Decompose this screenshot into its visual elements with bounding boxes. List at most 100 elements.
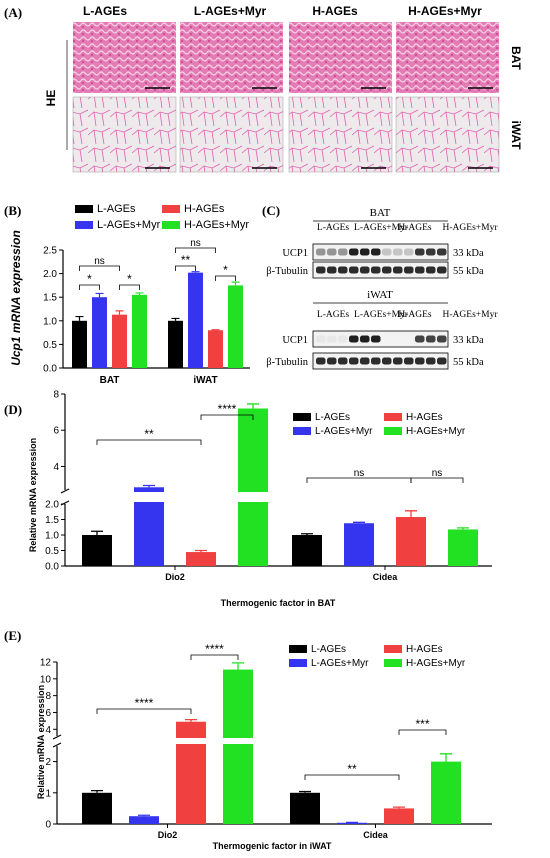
error-bar	[457, 527, 469, 530]
blot-band	[338, 357, 348, 365]
legend-swatch-l-ages	[293, 413, 311, 421]
blot-lane-label-h-ages-myr: H-AGEs+Myr	[443, 223, 499, 233]
panel-d-y-axis-label: Relative mRNA expression	[28, 438, 38, 552]
blot-band	[437, 357, 447, 365]
blot-band	[360, 266, 370, 274]
significance-label: ns	[432, 468, 443, 479]
he-stain-label: HE	[44, 90, 58, 107]
bar-l-ages-bat	[72, 320, 87, 368]
legend-label-l-ages-myr: L-AGEs+Myr	[311, 658, 369, 669]
bar-l-ages-myr-cidea	[344, 523, 374, 566]
error-bar	[301, 533, 313, 535]
blot-band	[415, 266, 425, 274]
error-bar	[393, 806, 405, 809]
bar-h-ages-cidea	[384, 808, 414, 824]
blot-band	[349, 335, 359, 343]
legend-label-h-ages-myr: H-AGEs+Myr	[184, 219, 249, 231]
he-image-iwat-h-ages	[288, 96, 393, 173]
blot-band	[327, 248, 337, 256]
he-image-bat-l-ages	[73, 22, 176, 93]
x-tick-label-cidea: Cidea	[363, 830, 389, 840]
error-bar	[135, 292, 144, 295]
panel-d-x-axis-label: Thermogenic factor in BAT	[221, 598, 336, 608]
blot-band	[349, 266, 359, 274]
significance-bracket	[79, 284, 100, 290]
legend-swatch-h-ages	[384, 413, 402, 421]
legend-label-h-ages-myr: H-AGEs+Myr	[406, 658, 466, 669]
blot-band	[349, 248, 359, 256]
error-bar	[91, 789, 103, 793]
he-row-iwat: iWAT	[509, 120, 523, 150]
blot-size-label: 33 kDa	[453, 248, 484, 259]
legend-swatch-h-ages	[162, 205, 180, 213]
panel-d-legend: L-AGEs L-AGEs+Myr H-AGEs H-AGEs+Myr	[293, 412, 466, 437]
blot-lane-label-l-ages: L-AGEs	[317, 223, 349, 233]
he-image-bat-h-ages-myr	[396, 22, 499, 93]
y-tick-label: 8	[45, 691, 51, 702]
blot-band	[404, 335, 414, 343]
legend-label-l-ages-myr: L-AGEs+Myr	[315, 426, 373, 437]
error-bar	[299, 790, 311, 793]
blot-band	[393, 335, 403, 343]
blot-lane-label-h-ages: H-AGEs	[398, 223, 432, 233]
blot-band	[338, 248, 348, 256]
x-tick-label-iwat: iWAT	[193, 375, 217, 386]
panel-e: (E) Relative mRNA expression Thermogenic…	[4, 628, 492, 851]
bar-l-ages-myr-cidea	[337, 822, 367, 824]
significance-label: ****	[218, 402, 237, 416]
blot-protein-ucp1: UCP1	[282, 335, 308, 346]
he-col-h-ages: H-AGEs	[312, 4, 358, 18]
panel-b: (B) Ucp1 mRNA expression 0.0 0.5 1.0 1.5 2.0…	[4, 203, 250, 386]
panel-e-label: (E)	[4, 628, 21, 643]
error-bar	[143, 484, 155, 488]
he-col-h-ages-myr: H-AGEs+Myr	[408, 4, 482, 18]
panel-e-significance: *************	[96, 642, 447, 780]
panel-e-x-axis-label: Thermogenic factor in iWAT	[213, 841, 332, 851]
bar-l-ages-dio2	[82, 792, 112, 824]
significance-bracket	[175, 247, 216, 253]
error-bar	[75, 315, 84, 321]
blot-band	[404, 357, 414, 365]
he-col-l-ages-myr: L-AGEs+Myr	[194, 4, 267, 18]
blot-band	[415, 248, 425, 256]
blot-band	[382, 248, 392, 256]
significance-bracket	[410, 477, 464, 483]
blot-band	[404, 248, 414, 256]
blot-band	[327, 335, 337, 343]
legend-label-l-ages-myr: L-AGEs+Myr	[97, 219, 161, 231]
blot-protein--tubulin: β-Tubulin	[266, 266, 308, 277]
y-tick-label: 2.5	[43, 246, 57, 257]
significance-label: ****	[135, 696, 154, 710]
significance-label: ****	[205, 642, 224, 656]
legend-swatch-l-ages	[75, 205, 93, 213]
error-bar	[353, 521, 365, 524]
panel-a: (A) L-AGEs L-AGEs+Myr H-AGEs H-AGEs+Myr …	[4, 4, 523, 173]
blot-band	[415, 357, 425, 365]
blot-lane-label-h-ages-myr: H-AGEs+Myr	[443, 310, 499, 320]
legend-swatch-l-ages	[289, 645, 307, 653]
error-bar	[232, 662, 244, 670]
blot-band	[338, 335, 348, 343]
significance-label: ***	[415, 717, 429, 731]
error-bar	[231, 281, 240, 286]
significance-bracket	[96, 708, 192, 714]
y-tick-label: 0.0	[43, 364, 57, 375]
blot-size-label: 55 kDa	[453, 266, 484, 277]
y-tick-label: 10	[40, 674, 52, 685]
blot-band	[404, 266, 414, 274]
he-image-iwat-h-ages-myr	[395, 96, 500, 173]
y-tick-label: 0.0	[45, 562, 59, 573]
legend-label-h-ages-myr: H-AGEs+Myr	[406, 426, 466, 437]
legend-swatch-h-ages-myr	[384, 427, 402, 435]
legend-label-l-ages: L-AGEs	[315, 412, 350, 423]
panel-e-bars	[82, 662, 461, 824]
bar-h-ages-dio2	[186, 552, 216, 566]
bar-break-gap	[222, 738, 254, 744]
significance-label: ns	[190, 238, 201, 249]
bar-h-ages-cidea	[396, 517, 426, 566]
bar-l-ages-cidea	[290, 792, 320, 824]
significance-bracket	[79, 265, 120, 271]
blot-lane-label-l-ages-myr: L-AGEs+Myr	[354, 310, 409, 320]
y-tick-label: 2.0	[45, 500, 59, 511]
error-bar	[405, 510, 417, 518]
